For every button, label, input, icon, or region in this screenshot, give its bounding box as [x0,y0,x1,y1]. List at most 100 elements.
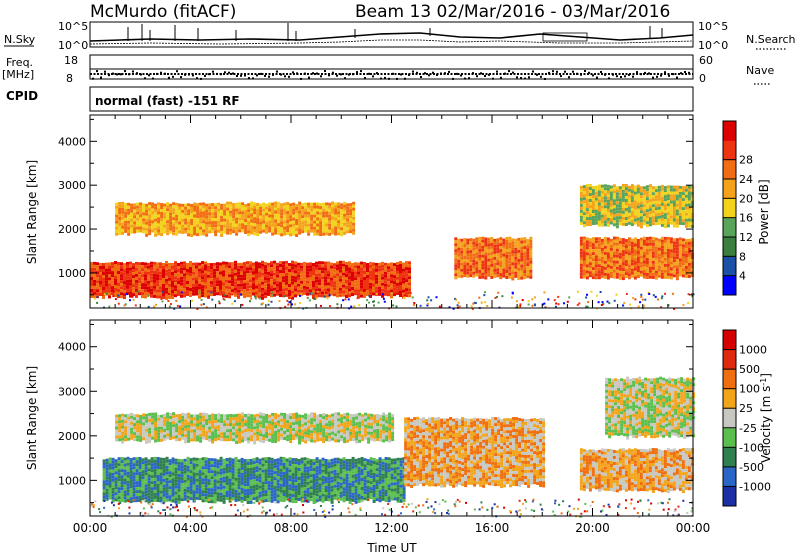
heatmap-cell [145,203,149,207]
heatmap-cell [253,208,257,212]
heatmap-cell [133,206,137,210]
heatmap-cell [603,263,607,267]
heatmap-cell [171,278,174,281]
heatmap-cell [487,240,491,244]
heatmap-cell [499,249,503,253]
heatmap-cell [120,283,123,287]
heatmap-cell [687,224,691,228]
heatmap-cell [633,264,637,268]
heatmap-cell [618,270,622,274]
heatmap-cell [240,484,244,488]
heatmap-cell [123,284,126,288]
heatmap-cell [132,278,135,282]
heatmap-cell [645,249,649,252]
heatmap-cell [264,286,267,290]
heatmap-cell [633,252,637,256]
heatmap-cell [147,292,150,296]
heatmap-cell [124,217,128,221]
nave-dot [124,70,126,73]
heatmap-cell [244,225,248,228]
heatmap-cell [313,226,317,230]
heatmap-speckle [470,305,473,308]
heatmap-cell [225,282,228,286]
heatmap-cell [186,459,190,463]
heatmap-cell [219,262,222,266]
heatmap-cell [213,479,217,483]
heatmap-cell [246,462,250,465]
heatmap-cell [636,202,640,206]
heatmap-cell [612,223,616,227]
heatmap-cell [594,221,598,225]
heatmap-cell [139,217,143,221]
heatmap-cell [226,207,230,211]
heatmap-cell [639,258,643,262]
heatmap-cell [262,214,266,218]
heatmap-cell [627,221,631,225]
heatmap-cell [639,198,643,202]
heatmap-cell [609,250,613,254]
heatmap-speckle [200,299,203,301]
heatmap-cell [681,219,685,223]
nave-dot [400,73,402,76]
heatmap-cell [216,465,220,469]
heatmap-cell [295,219,299,222]
heatmap-cell [174,476,178,480]
heatmap-cell [105,476,109,480]
heatmap-cell [496,268,500,272]
heatmap-cell [210,272,213,276]
heatmap-cell [204,460,208,464]
heatmap-cell [499,240,503,244]
heatmap-cell [171,478,175,482]
heatmap-cell [135,288,138,292]
heatmap-cell [111,481,115,485]
heatmap-cell [681,204,685,208]
heatmap-cell [219,456,223,460]
heatmap-cell [234,272,237,276]
heatmap-cell [157,205,161,209]
heatmap-cell [225,476,229,479]
heatmap-speckle [233,300,236,303]
heatmap-speckle [515,300,518,303]
heatmap-speckle [426,299,429,302]
heatmap-cell [93,267,96,271]
heatmap-cell [225,273,228,277]
heatmap-cell [514,262,518,266]
heatmap-cell [325,229,329,233]
heatmap-cell [294,291,297,295]
heatmap-cell [165,480,169,484]
heatmap-cell [511,238,515,242]
heatmap-cell [186,495,190,499]
nsearch-box [542,32,588,42]
heatmap-cell [231,494,235,498]
heatmap-cell [606,246,610,250]
heatmap-speckle [168,292,170,295]
heatmap-cell [636,239,640,242]
heatmap-cell [240,460,244,464]
heatmap-cell [588,223,592,226]
heatmap-cell [469,256,473,260]
heatmap-cell [156,271,159,275]
heatmap-cell [105,482,109,486]
heatmap-cell [285,293,288,297]
heatmap-cell [120,493,124,497]
nave-dot [540,75,542,78]
heatmap-cell [585,187,589,191]
heatmap-cell [319,227,323,231]
heatmap-cell [228,262,231,266]
heatmap-cell [514,271,518,275]
heatmap-cell [138,277,141,281]
heatmap-cell [408,291,411,295]
heatmap-cell [669,197,673,201]
heatmap-cell [390,295,393,299]
heatmap-cell [220,230,224,234]
nave-dot [476,75,478,78]
heatmap-cell [366,284,369,287]
heatmap-cell [292,223,296,227]
heatmap-cell [99,272,102,275]
heatmap-cell [99,290,102,293]
heatmap-cell [111,472,115,476]
heatmap-cell [168,483,172,487]
heatmap-cell [660,214,664,218]
heatmap-cell [186,290,189,293]
heatmap-speckle [533,296,536,299]
